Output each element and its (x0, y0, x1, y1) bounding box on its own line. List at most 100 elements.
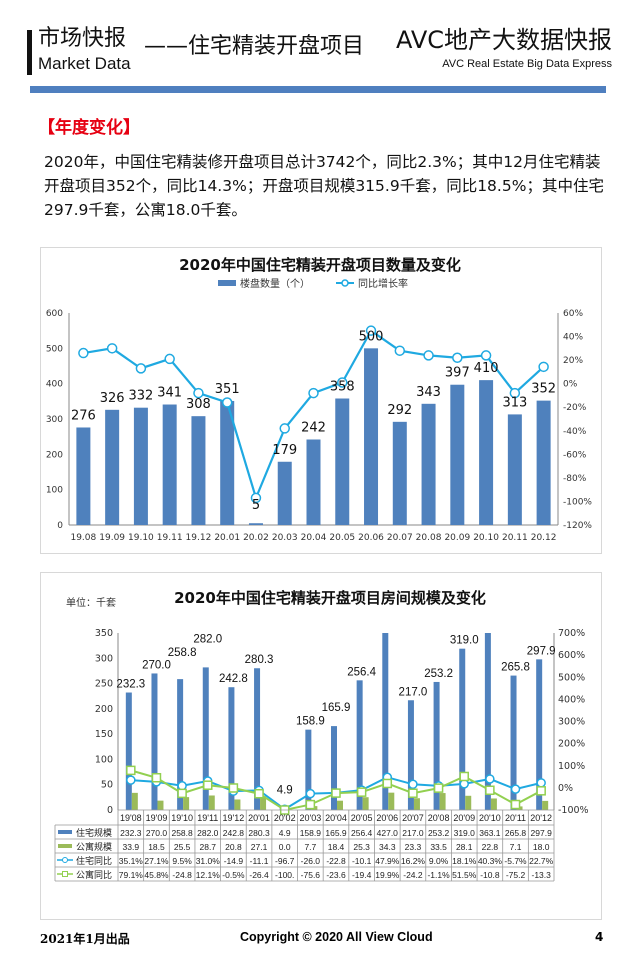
table-cell: 165.9 (325, 828, 347, 838)
x-tick-label: 20.07 (387, 533, 413, 543)
y-tick-label: 200 (95, 704, 113, 715)
table-cell: 31.0% (196, 856, 221, 866)
residential-yoy-point (485, 774, 495, 784)
apartment-bar (490, 798, 497, 810)
x-tick-label: 20.03 (272, 533, 298, 543)
table-cell: 27.1 (251, 842, 268, 852)
bar-value-label: 352 (531, 382, 556, 397)
table-legend-swatch (58, 844, 72, 848)
legend-line-label: 同比增长率 (358, 277, 408, 290)
growth-point (480, 350, 492, 361)
table-cell: -0.5% (222, 870, 245, 880)
legend-bar-swatch (218, 280, 236, 286)
bar (450, 384, 465, 525)
growth-point (337, 377, 348, 388)
table-cell: 319.0 (454, 828, 476, 838)
table-cell: 18.5 (148, 842, 165, 852)
residential-bar (433, 681, 440, 810)
y-tick-label: 400 (46, 380, 63, 390)
x-tick-label: 19.09 (99, 533, 125, 543)
bar (479, 380, 494, 525)
bar-value-label: 308 (186, 397, 211, 412)
bar-value-label: 5 (252, 498, 260, 513)
apartment-yoy-point (459, 771, 469, 782)
bar (191, 416, 206, 525)
table-cell: -1.1% (427, 870, 450, 880)
table-cell: 270.0 (146, 828, 168, 838)
table-legend-marker (62, 871, 68, 877)
table-cell: 256.4 (351, 828, 373, 838)
growth-point (394, 345, 406, 356)
bar-value-label: 500 (359, 329, 384, 344)
table-cell: 9.0% (429, 856, 449, 866)
residential-bar (331, 726, 337, 810)
table-header-cell: 20'04 (325, 813, 347, 823)
table-cell: -96.7 (275, 856, 295, 866)
table-cell: -10.1 (352, 856, 372, 866)
bar (248, 523, 263, 525)
apartment-yoy-point (177, 788, 187, 799)
residential-value-label: 253.2 (424, 668, 453, 680)
table-cell: -14.9 (224, 856, 244, 866)
apartment-bar (362, 797, 369, 810)
growth-point (423, 350, 434, 361)
table-cell: 158.9 (300, 828, 322, 838)
growth-point (452, 352, 463, 364)
table-cell: 280.3 (248, 828, 270, 838)
x-tick-label: 19.10 (128, 533, 154, 543)
growth-point (279, 423, 290, 434)
residential-yoy-point (126, 775, 136, 785)
apartment-bar (234, 799, 241, 810)
y2-tick-label: 0% (558, 783, 573, 794)
residential-value-label: 297.9 (527, 645, 556, 657)
table-cell: 242.8 (223, 828, 245, 838)
x-tick-label: 20.10 (473, 533, 499, 543)
table-cell: -26.4 (249, 870, 269, 880)
table-cell: 33.5 (430, 842, 447, 852)
residential-yoy-point (305, 788, 316, 799)
y-tick-label: 150 (95, 729, 113, 740)
table-cell: -24.2 (403, 870, 423, 880)
x-tick-label: 20.06 (358, 533, 384, 543)
bar (421, 403, 436, 525)
table-cell: 12.1% (196, 870, 221, 880)
table-header-cell: 19'08 (120, 813, 142, 823)
bar-value-label: 313 (502, 395, 527, 410)
chart-1-title: 2020年中国住宅精装开盘项目数量及变化 (179, 256, 461, 274)
unit-label: 单位：千套 (66, 596, 116, 609)
footer-date: 2021年1月出品 (40, 932, 130, 946)
table-cell: 19.9% (375, 870, 400, 880)
bar-value-label: 341 (157, 386, 182, 401)
table-cell: -75.2 (506, 870, 526, 880)
table-cell: 18.4 (328, 842, 345, 852)
y2-tick-label: 0% (563, 380, 578, 390)
y2-tick-label: 20% (563, 356, 583, 366)
growth-point (221, 397, 233, 408)
y-tick-label: 350 (95, 628, 113, 639)
apartment-yoy-point (536, 786, 546, 796)
y-tick-label: 500 (46, 344, 63, 354)
table-cell: 16.2% (401, 856, 426, 866)
apartment-yoy-point (510, 799, 521, 810)
y2-tick-label: 100% (558, 761, 585, 772)
table-cell: 27.1% (144, 856, 169, 866)
y-tick-label: 0 (107, 805, 113, 816)
growth-point (135, 363, 147, 374)
table-header-cell: 20'01 (248, 813, 270, 823)
table-header-cell: 20'02 (274, 813, 296, 823)
y-tick-label: 50 (101, 780, 113, 791)
growth-point (538, 361, 549, 373)
bar (335, 398, 350, 525)
table-cell: -5.7% (504, 856, 527, 866)
apartment-yoy-point (203, 780, 213, 790)
x-tick-label: 20.02 (243, 533, 269, 543)
bar (162, 404, 177, 525)
header-title-en: Market Data (38, 54, 131, 73)
apartment-yoy-point (408, 788, 418, 798)
bar (133, 407, 148, 525)
bar-value-label: 358 (330, 380, 355, 395)
bar (536, 400, 551, 525)
y2-tick-label: 60% (563, 309, 583, 319)
